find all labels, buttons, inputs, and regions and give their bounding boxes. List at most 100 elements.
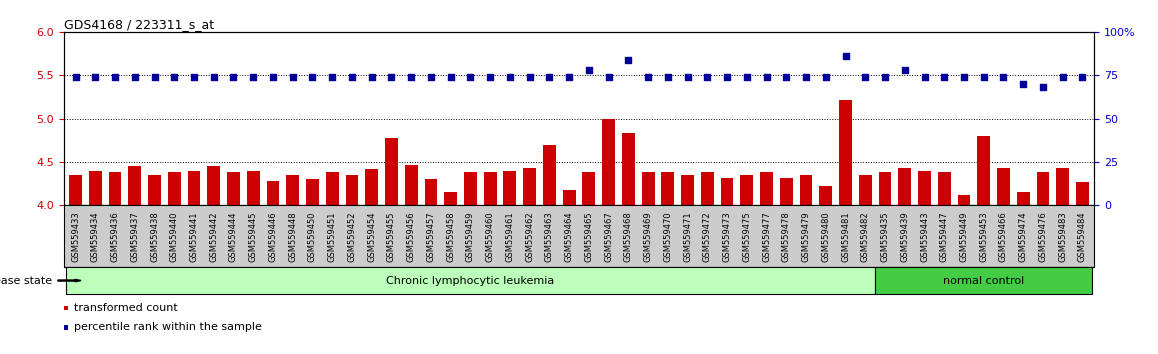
- Bar: [622, 133, 635, 205]
- Bar: [800, 175, 813, 205]
- Point: [520, 74, 538, 80]
- Bar: [523, 168, 536, 205]
- Text: GSM559484: GSM559484: [1078, 211, 1087, 262]
- Point: [125, 74, 144, 80]
- Text: GSM559467: GSM559467: [604, 211, 613, 262]
- Bar: [642, 172, 654, 205]
- Bar: [464, 172, 477, 205]
- Bar: [899, 168, 911, 205]
- Point: [362, 74, 381, 80]
- Point: [500, 74, 519, 80]
- Point: [244, 74, 263, 80]
- Point: [284, 74, 302, 80]
- Text: GSM559472: GSM559472: [703, 211, 712, 262]
- Text: GSM559476: GSM559476: [1039, 211, 1048, 262]
- Text: percentile rank within the sample: percentile rank within the sample: [74, 322, 262, 332]
- Text: GSM559465: GSM559465: [585, 211, 593, 262]
- Bar: [345, 175, 358, 205]
- Point: [875, 74, 894, 80]
- Point: [461, 74, 479, 80]
- Text: GSM559478: GSM559478: [782, 211, 791, 262]
- Bar: [840, 99, 852, 205]
- Bar: [1056, 168, 1069, 205]
- Text: GSM559449: GSM559449: [960, 211, 968, 262]
- Point: [559, 74, 578, 80]
- Point: [225, 74, 243, 80]
- Point: [718, 74, 736, 80]
- Point: [698, 74, 717, 80]
- Text: GSM559461: GSM559461: [505, 211, 514, 262]
- Bar: [69, 175, 82, 205]
- Bar: [109, 172, 122, 205]
- Text: Chronic lymphocytic leukemia: Chronic lymphocytic leukemia: [387, 275, 555, 286]
- Text: GSM559460: GSM559460: [485, 211, 494, 262]
- Point: [382, 74, 401, 80]
- Point: [422, 74, 440, 80]
- Point: [975, 74, 994, 80]
- Bar: [720, 178, 733, 205]
- Point: [205, 74, 223, 80]
- Point: [185, 74, 204, 80]
- Point: [757, 74, 776, 80]
- Bar: [582, 172, 595, 205]
- Point: [620, 57, 638, 62]
- Point: [481, 74, 499, 80]
- Text: GSM559438: GSM559438: [151, 211, 159, 262]
- Text: GSM559479: GSM559479: [801, 211, 811, 262]
- Text: GSM559455: GSM559455: [387, 211, 396, 262]
- Bar: [247, 171, 259, 205]
- Text: GSM559434: GSM559434: [90, 211, 100, 262]
- Text: GSM559469: GSM559469: [644, 211, 653, 262]
- Point: [738, 74, 756, 80]
- Text: GSM559475: GSM559475: [742, 211, 752, 262]
- Point: [580, 67, 599, 73]
- Bar: [958, 195, 970, 205]
- Point: [145, 74, 163, 80]
- Point: [816, 74, 835, 80]
- Point: [856, 74, 874, 80]
- Text: disease state: disease state: [0, 275, 52, 286]
- Text: GSM559473: GSM559473: [723, 211, 732, 262]
- Point: [66, 74, 85, 80]
- Point: [540, 74, 558, 80]
- Text: GSM559457: GSM559457: [426, 211, 435, 262]
- Point: [105, 74, 124, 80]
- Text: GSM559448: GSM559448: [288, 211, 298, 262]
- Text: GSM559441: GSM559441: [190, 211, 198, 262]
- Bar: [977, 136, 990, 205]
- Text: GSM559482: GSM559482: [860, 211, 870, 262]
- Bar: [760, 172, 774, 205]
- Bar: [384, 138, 398, 205]
- Bar: [365, 169, 379, 205]
- Point: [1073, 74, 1092, 80]
- Bar: [306, 179, 318, 205]
- Point: [86, 74, 104, 80]
- Bar: [859, 175, 872, 205]
- Point: [264, 74, 283, 80]
- Point: [659, 74, 677, 80]
- Bar: [148, 175, 161, 205]
- Text: GSM559450: GSM559450: [308, 211, 317, 262]
- Bar: [740, 175, 753, 205]
- Text: GSM559466: GSM559466: [999, 211, 1007, 262]
- Text: GSM559458: GSM559458: [446, 211, 455, 262]
- Text: GSM559442: GSM559442: [210, 211, 218, 262]
- Text: transformed count: transformed count: [74, 303, 177, 313]
- Point: [343, 74, 361, 80]
- Text: GSM559436: GSM559436: [110, 211, 119, 262]
- Bar: [602, 119, 615, 205]
- Text: GSM559437: GSM559437: [130, 211, 139, 262]
- Point: [402, 74, 420, 80]
- Text: GSM559445: GSM559445: [249, 211, 258, 262]
- Text: GSM559480: GSM559480: [821, 211, 830, 262]
- Point: [600, 74, 618, 80]
- Text: GSM559444: GSM559444: [229, 211, 239, 262]
- Bar: [168, 172, 181, 205]
- Text: GSM559433: GSM559433: [71, 211, 80, 262]
- Text: GSM559447: GSM559447: [940, 211, 948, 262]
- Bar: [681, 175, 694, 205]
- Bar: [425, 179, 438, 205]
- Text: GSM559459: GSM559459: [466, 211, 475, 262]
- Bar: [563, 190, 576, 205]
- Bar: [918, 171, 931, 205]
